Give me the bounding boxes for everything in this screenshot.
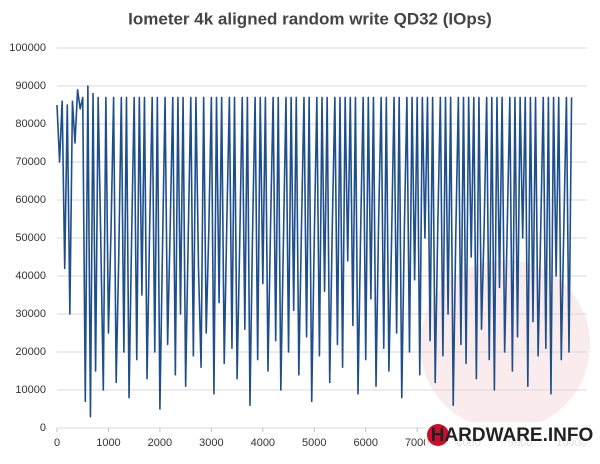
y-tick-label: 90000 [15,80,46,92]
data-line [56,85,573,418]
x-tick-label: 0 [54,437,60,449]
watermark: HARDWARE.INFO [425,422,597,448]
plot [56,85,573,418]
x-tick-label: 4000 [251,437,275,449]
x-tick-label: 5000 [302,437,326,449]
watermark-logo [427,424,449,446]
x-tick-label: 3000 [199,437,223,449]
y-tick-label: 80000 [15,118,46,130]
y-tick-label: 40000 [15,270,46,282]
chart-title: Iometer 4k aligned random write QD32 (IO… [128,9,492,28]
watermark-text: HARDWARE.INFO [431,425,594,446]
x-tick-label: 6000 [353,437,377,449]
watermark-box [425,422,597,448]
x-tick-label: 7000 [405,437,429,449]
y-tick-label: 100000 [9,42,46,54]
x-tick-label: 1000 [96,437,120,449]
y-tick-label: 60000 [15,194,46,206]
y-tick-label: 70000 [15,156,46,168]
y-tick-label: 0 [40,422,46,434]
y-tick-label: 20000 [15,346,46,358]
y-tick-label: 50000 [15,232,46,244]
x-tick-label: 2000 [148,437,172,449]
y-tick-label: 30000 [15,308,46,320]
y-tick-label: 10000 [15,384,46,396]
